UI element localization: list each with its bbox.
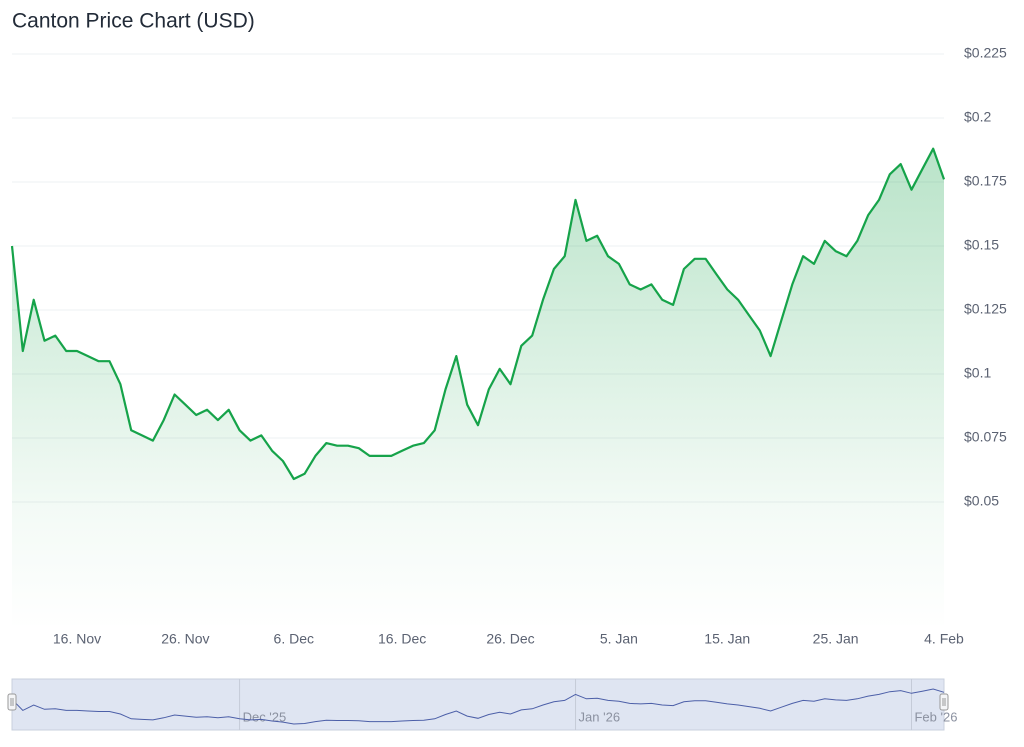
x-tick-label: 6. Dec: [274, 631, 314, 647]
x-tick-label: 4. Feb: [924, 631, 964, 647]
y-tick-label: $0.1: [964, 365, 991, 381]
navigator-handle: [7, 693, 17, 711]
x-tick-label: 5. Jan: [600, 631, 638, 647]
price-line: [10, 147, 946, 481]
area: [12, 148, 944, 630]
navigator-background: [11, 678, 945, 731]
y-tick-label: $0.225: [964, 45, 1007, 61]
y-tick-label: $0.075: [964, 429, 1007, 445]
y-tick-label: $0.175: [964, 173, 1007, 189]
navigator-label: Dec '25: [243, 709, 287, 724]
chart-title: Canton Price Chart (USD): [12, 10, 255, 33]
x-tick-label: 15. Jan: [704, 631, 750, 647]
x-tick-label: 25. Jan: [813, 631, 859, 647]
y-tick-label: $0.05: [964, 493, 999, 509]
x-tick-label: 16. Nov: [53, 631, 101, 647]
x-tick-label: 26. Nov: [161, 631, 209, 647]
navigator-label: Feb '26: [914, 709, 957, 724]
x-tick-label: 26. Dec: [486, 631, 534, 647]
navigator-line: [11, 688, 945, 725]
y-tick-label: $0.125: [964, 301, 1007, 317]
navigator-label: Jan '26: [579, 709, 621, 724]
y-tick-label: $0.15: [964, 237, 999, 253]
x-tick-label: 16. Dec: [378, 631, 426, 647]
y-tick-label: $0.2: [964, 109, 991, 125]
navigator-handle: [939, 693, 949, 711]
